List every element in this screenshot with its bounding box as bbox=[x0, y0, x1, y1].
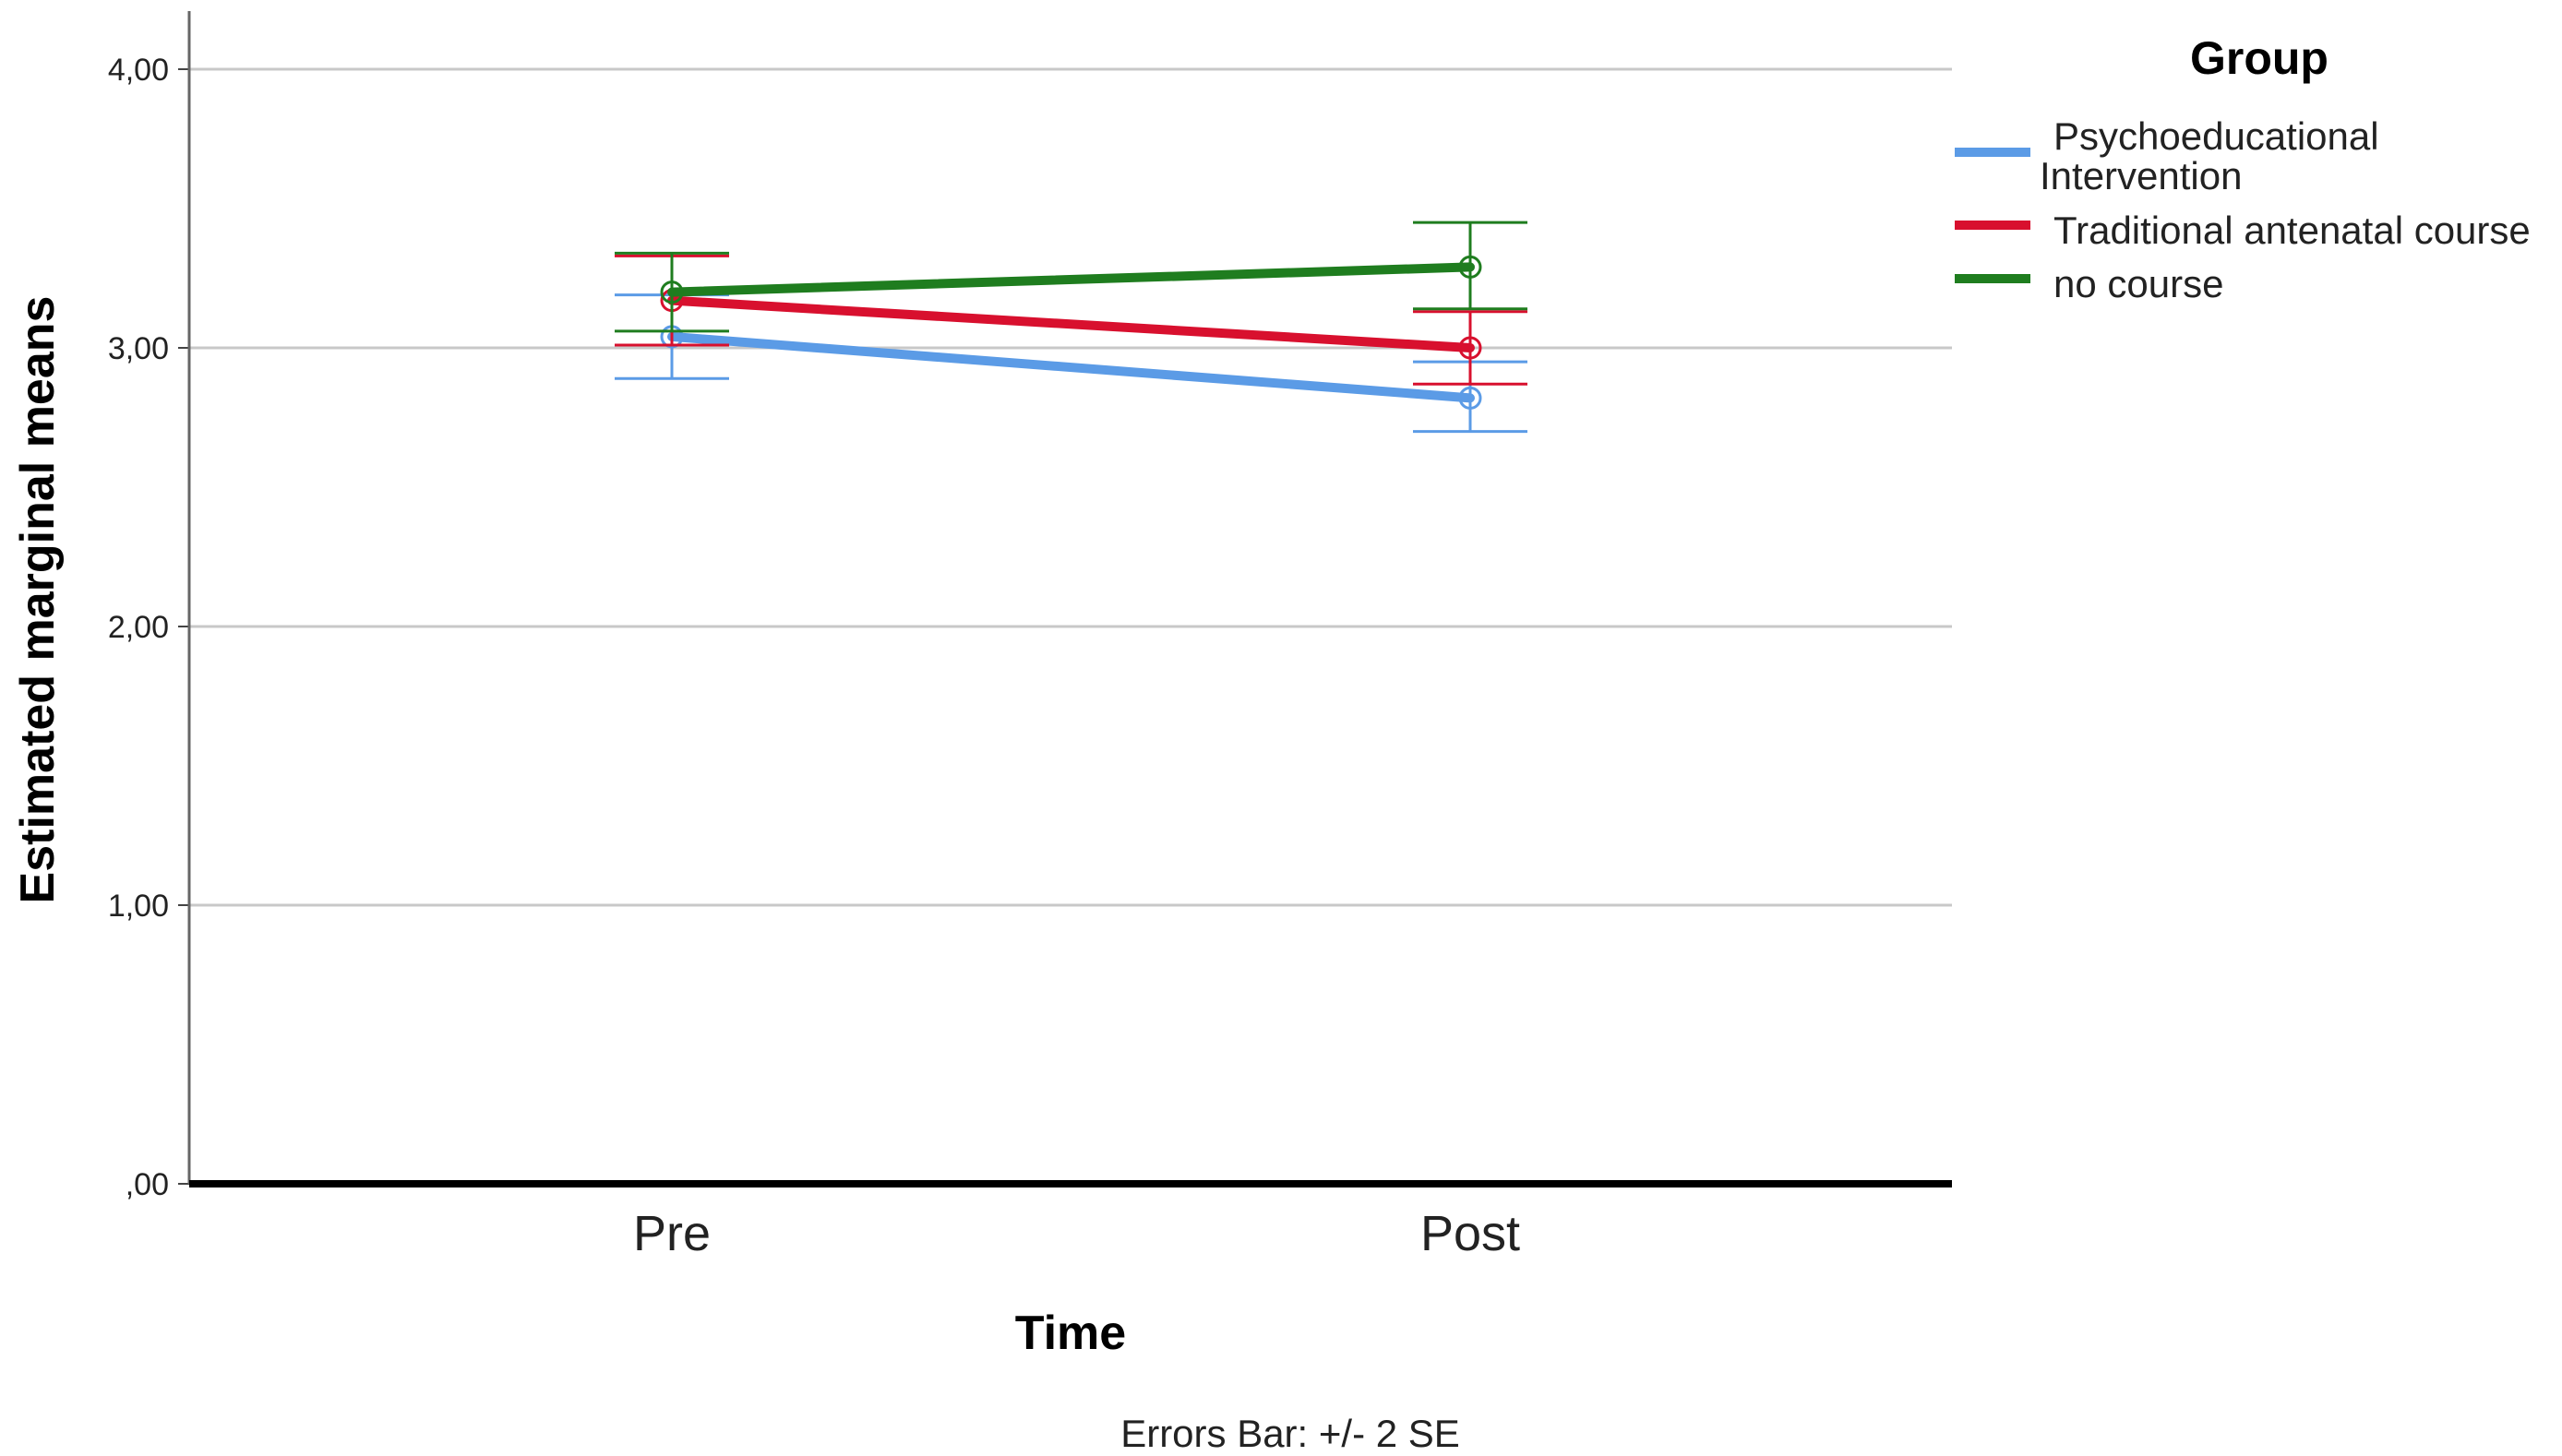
series-line-1 bbox=[667, 295, 1475, 352]
data-point-0-1 bbox=[1458, 386, 1482, 410]
data-point-2-1 bbox=[1458, 255, 1482, 279]
series-2 bbox=[615, 221, 1527, 333]
x-axis-title: Time bbox=[1015, 1307, 1126, 1360]
legend-label-0-1: Intervention bbox=[2040, 154, 2242, 197]
axes bbox=[178, 11, 1952, 1187]
series-line-2 bbox=[667, 262, 1475, 297]
y-tick-label-2: 2,00 bbox=[108, 610, 169, 645]
data-point-2-0 bbox=[660, 280, 684, 304]
legend-label-1-0: Traditional antenatal course bbox=[2053, 209, 2531, 252]
grid-lines bbox=[189, 67, 1952, 907]
x-tick-label-post: Post bbox=[1420, 1206, 1520, 1261]
x-tick-labels: Pre Post bbox=[633, 1206, 1520, 1261]
series-line-0 bbox=[667, 331, 1475, 403]
legend-title: Group bbox=[2190, 32, 2329, 84]
series-0 bbox=[615, 293, 1527, 434]
y-axis-title: Estimated marginal means bbox=[11, 296, 65, 904]
y-tick-label-3: 3,00 bbox=[108, 331, 169, 366]
y-tick-label-0: ,00 bbox=[126, 1167, 169, 1202]
x-tick-label-pre: Pre bbox=[633, 1206, 711, 1261]
legend-label-2-0: no course bbox=[2053, 262, 2223, 305]
footnote: Errors Bar: +/- 2 SE bbox=[1120, 1412, 1460, 1455]
y-tick-labels: ,00 1,00 2,00 3,00 4,00 bbox=[108, 53, 169, 1202]
y-tick-label-1: 1,00 bbox=[108, 889, 169, 924]
series-group bbox=[615, 221, 1527, 434]
legend-label-0-0: Psychoeducational bbox=[2053, 114, 2379, 158]
y-tick-label-4: 4,00 bbox=[108, 53, 169, 88]
data-point-1-1 bbox=[1458, 336, 1482, 360]
